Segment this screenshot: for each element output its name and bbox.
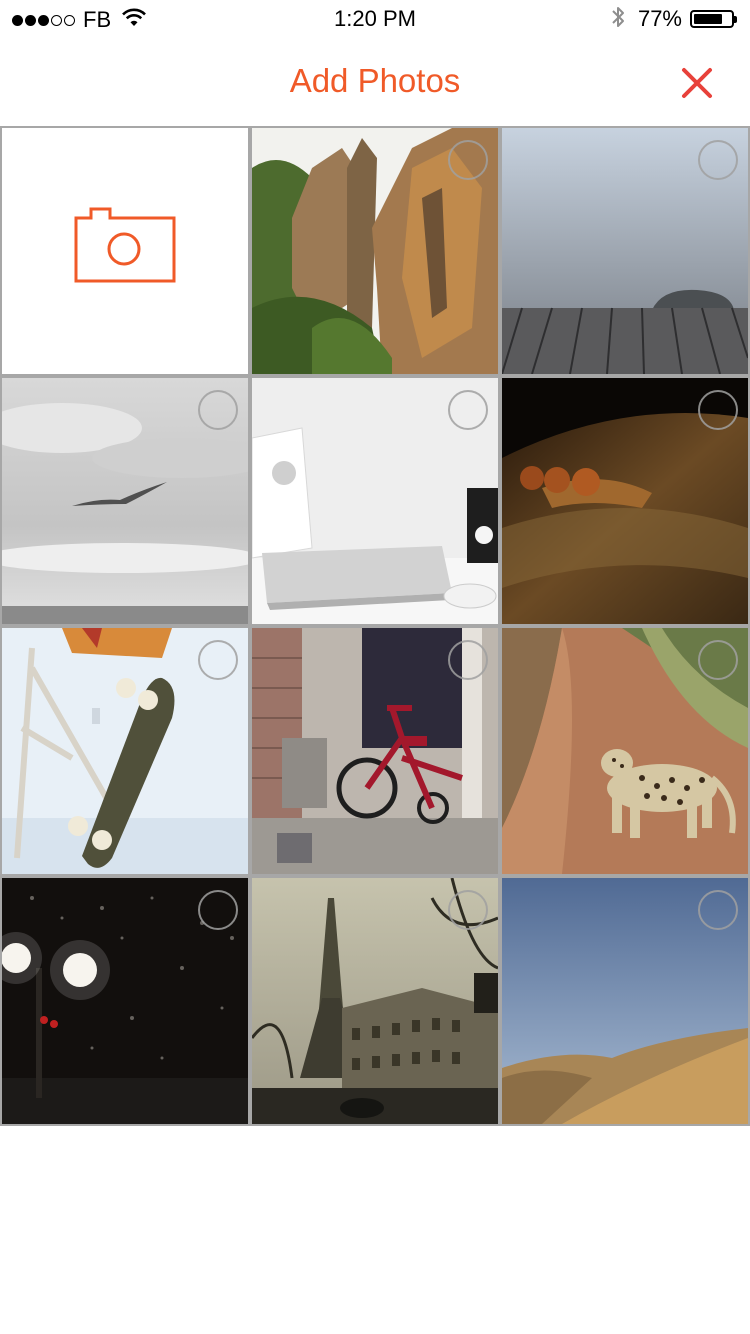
wifi-icon	[121, 8, 147, 33]
photo-grid	[0, 126, 750, 1126]
select-circle[interactable]	[448, 640, 488, 680]
photo-eiffel-tower	[252, 878, 498, 1124]
photo-tile[interactable]	[502, 128, 748, 374]
photo-tile[interactable]	[252, 128, 498, 374]
carrier-label: FB	[83, 7, 112, 32]
photo-bird-over-sea	[2, 378, 248, 624]
take-photo-tile[interactable]	[2, 128, 248, 374]
select-circle[interactable]	[198, 640, 238, 680]
photo-tile[interactable]	[502, 878, 748, 1124]
photo-tile[interactable]	[252, 378, 498, 624]
photo-tile[interactable]	[2, 878, 248, 1124]
photo-desert-dunes	[502, 878, 748, 1124]
photo-tile[interactable]	[502, 378, 748, 624]
photo-skateboard	[2, 628, 248, 874]
bluetooth-icon	[610, 4, 626, 35]
select-circle[interactable]	[698, 390, 738, 430]
signal-dot-empty	[64, 14, 75, 26]
page-title: Add Photos	[289, 62, 461, 99]
photo-tile[interactable]	[252, 878, 498, 1124]
select-circle[interactable]	[698, 890, 738, 930]
select-circle[interactable]	[698, 140, 738, 180]
status-bar: FB 1:20 PM 77%	[0, 0, 750, 40]
select-circle[interactable]	[448, 390, 488, 430]
photo-tile[interactable]	[2, 378, 248, 624]
close-icon	[682, 68, 712, 98]
select-circle[interactable]	[448, 890, 488, 930]
signal-dot-filled	[38, 14, 49, 26]
photo-tile[interactable]	[502, 628, 748, 874]
battery-fill	[694, 14, 722, 24]
signal-dot-filled	[12, 14, 23, 26]
status-left: FB	[12, 6, 147, 34]
status-time: 1:20 PM	[334, 6, 416, 31]
nav-bar: Add Photos	[0, 40, 750, 126]
close-button[interactable]	[680, 66, 714, 100]
select-circle[interactable]	[698, 640, 738, 680]
battery-percent: 77%	[637, 6, 682, 31]
camera-icon	[74, 207, 176, 283]
status-right: 77%	[610, 4, 737, 35]
select-circle[interactable]	[198, 390, 238, 430]
photo-tile[interactable]	[252, 628, 498, 874]
select-circle[interactable]	[448, 140, 488, 180]
select-circle[interactable]	[198, 890, 238, 930]
signal-dot-filled	[25, 14, 36, 26]
photo-tile[interactable]	[2, 628, 248, 874]
battery-icon	[690, 10, 737, 28]
signal-dot-empty	[51, 14, 62, 26]
photo-rock-cliffs	[252, 128, 498, 374]
